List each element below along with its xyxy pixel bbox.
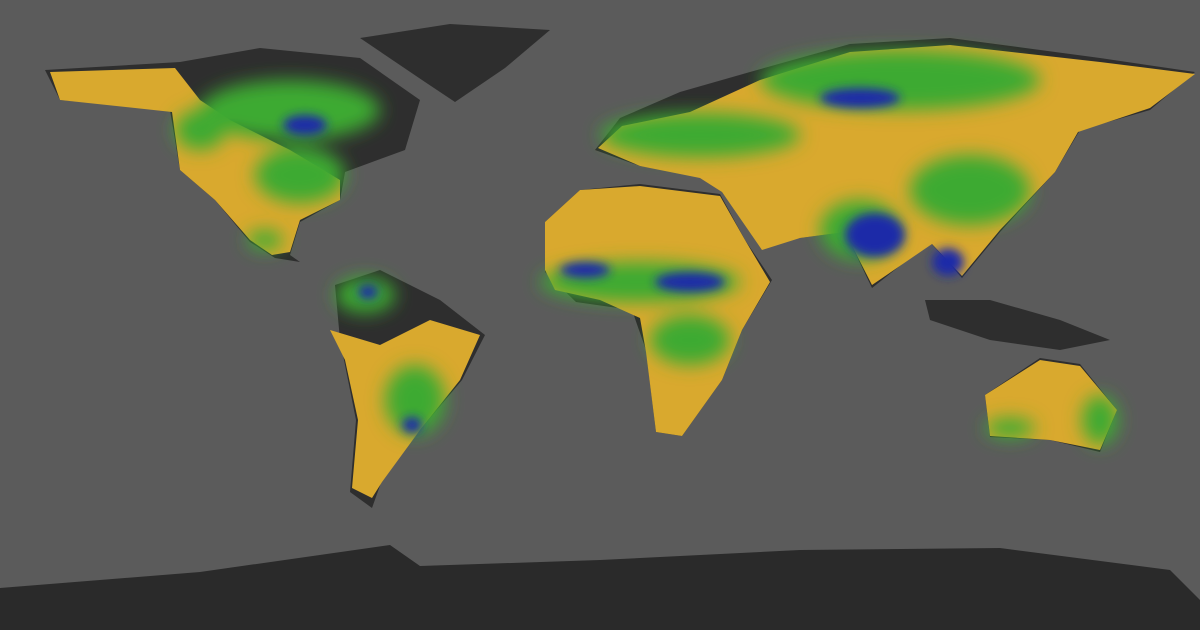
wet-venezuela: [358, 285, 378, 299]
moderate-canada: [200, 80, 380, 140]
dry-north-america: [50, 68, 340, 255]
indonesia-land: [925, 300, 1110, 350]
moderate-central-africa: [650, 315, 730, 365]
dry-africa: [545, 186, 770, 436]
moderate-russia: [760, 50, 1040, 110]
wet-india: [845, 213, 905, 257]
wet-sahel-west: [560, 262, 610, 278]
moderate-central-america: [247, 230, 283, 250]
moderate-east-australia: [1082, 395, 1118, 445]
moderate-europe: [600, 113, 800, 157]
dry-eurasia: [598, 45, 1195, 285]
wet-hudson: [283, 115, 327, 135]
antarctica-land: [0, 545, 1200, 630]
wet-western-russia: [820, 88, 900, 108]
moderate-north-australia: [985, 418, 1035, 438]
wet-regions: [283, 88, 964, 433]
moderate-pacific-nw: [175, 110, 225, 150]
moderate-china: [910, 155, 1030, 225]
wet-sahel-east: [655, 272, 725, 292]
greenland-land: [360, 24, 550, 102]
wet-southeast-asia: [932, 248, 964, 276]
moderate-eastern-us: [255, 147, 345, 203]
moderate-southern-brazil: [385, 365, 445, 435]
wet-southern-brazil: [402, 417, 422, 433]
